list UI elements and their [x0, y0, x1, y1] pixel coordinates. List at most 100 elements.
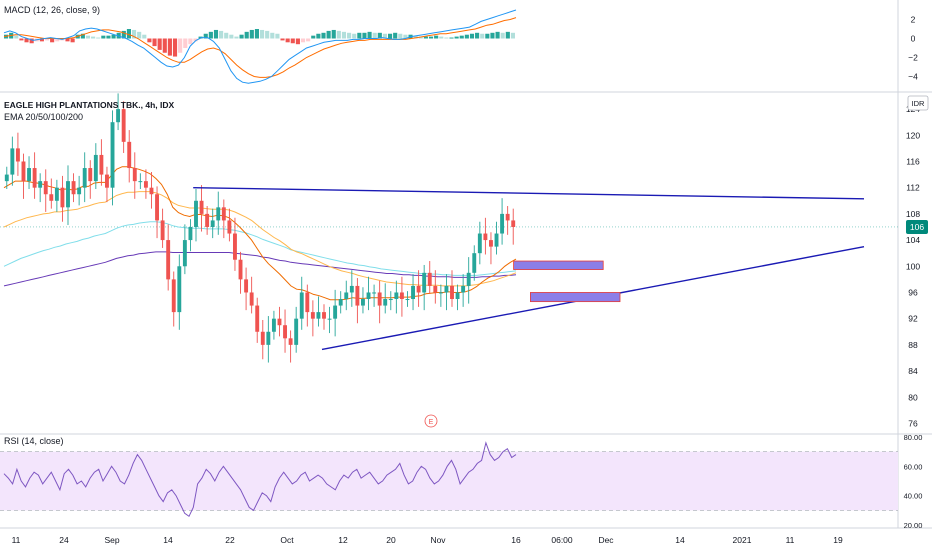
candle-body: [366, 292, 371, 300]
candle-body: [349, 285, 354, 293]
candle-body: [43, 181, 48, 195]
candle-body: [310, 312, 315, 319]
price-y-tick: 108: [906, 209, 920, 219]
macd-histogram-bar: [157, 38, 162, 50]
trendline-resistance: [193, 186, 865, 200]
last-price-badge: [906, 219, 928, 234]
macd-histogram-bar: [382, 33, 387, 39]
candle-body: [455, 292, 460, 300]
candle-body: [121, 109, 126, 142]
candle-body: [327, 318, 332, 320]
price-y-tick: 76: [908, 418, 918, 428]
macd-histogram-bar: [326, 30, 331, 39]
candle-body: [377, 292, 382, 306]
macd-histogram-bar: [290, 38, 295, 44]
candle-body: [132, 168, 137, 182]
macd-histogram-bar: [121, 30, 126, 39]
macd-histogram-bar: [249, 29, 254, 39]
candle-body: [322, 312, 326, 319]
candle-body: [66, 181, 70, 208]
ema-legend: EMA 20/50/100/200: [4, 112, 83, 122]
macd-histogram-bar: [403, 34, 408, 39]
price-y-tick: 116: [906, 156, 920, 166]
candle-body: [155, 194, 159, 221]
ema20-line: [3, 166, 517, 301]
macd-histogram-bar: [111, 34, 116, 39]
macd-histogram-bar: [70, 38, 75, 43]
zone-lower: [530, 292, 621, 303]
macd-line: [3, 9, 517, 84]
macd-histogram-bar: [388, 33, 393, 39]
candle-body: [255, 305, 260, 332]
macd-histogram-bar: [341, 31, 347, 39]
macd-histogram-bar: [367, 31, 372, 39]
macd-histogram-bar: [372, 32, 377, 39]
price-pane: 124120116112108104100969288848076E106: [0, 0, 932, 528]
macd-histogram-bar: [183, 38, 188, 48]
macd-histogram-bar: [347, 32, 352, 39]
macd-histogram-bar: [418, 36, 423, 39]
candle-body: [433, 285, 438, 293]
time-tick: 11: [12, 535, 21, 545]
candle-body: [411, 285, 415, 300]
macd-histogram-bar: [469, 33, 475, 39]
candle-body: [427, 272, 432, 286]
time-tick: Sep: [104, 535, 119, 545]
candle-body: [355, 285, 360, 306]
price-y-tick: 112: [906, 183, 920, 193]
candle-body: [505, 213, 510, 221]
macd-histogram-bar: [336, 30, 341, 39]
candle-body: [450, 285, 454, 300]
macd-histogram-bar: [147, 38, 152, 43]
macd-signal-line: [3, 17, 517, 78]
candle-body: [489, 240, 493, 247]
macd-histogram-bar: [126, 29, 131, 39]
candle-body: [127, 141, 132, 169]
candle-body: [15, 148, 20, 162]
candle-body: [238, 259, 243, 280]
candle-body: [422, 272, 427, 293]
price-y-tick: 96: [908, 287, 918, 297]
macd-histogram-bar: [306, 38, 311, 42]
macd-histogram-bar: [188, 38, 193, 45]
candle-body: [333, 305, 338, 319]
currency-badge[interactable]: [907, 95, 929, 111]
rsi-line: [3, 441, 517, 518]
macd-histogram-bar: [377, 32, 382, 39]
candle-body: [399, 292, 404, 300]
macd-histogram-bar: [485, 33, 490, 39]
macd-histogram-bar: [428, 36, 434, 39]
earnings-marker-label: E: [429, 419, 434, 426]
macd-histogram-bar: [142, 34, 147, 39]
macd-histogram-bar: [275, 33, 280, 39]
rsi-y-tick: 20.00: [904, 521, 923, 530]
candle-body: [71, 181, 76, 195]
candle-body: [299, 292, 304, 319]
candle-body: [249, 292, 254, 306]
rsi-y-tick: 60.00: [904, 462, 923, 471]
macd-histogram-bar: [65, 38, 70, 42]
currency-label: IDR: [912, 99, 926, 108]
macd-histogram-bar: [434, 35, 439, 39]
macd-histogram-bar: [229, 34, 234, 39]
candle-body: [82, 168, 87, 188]
rsi-y-tick: 40.00: [904, 492, 923, 501]
time-tick: 24: [59, 535, 69, 545]
candle-body: [511, 220, 516, 227]
time-tick: Dec: [598, 535, 614, 545]
candle-body: [438, 292, 443, 294]
candle-body: [182, 240, 187, 267]
rsi-title: RSI (14, close): [4, 436, 64, 446]
candle-body: [405, 299, 410, 301]
candle-body: [149, 187, 154, 195]
macd-histogram-bar: [24, 38, 29, 43]
candle-body: [88, 168, 93, 182]
candle-body: [199, 200, 204, 214]
candle-body: [194, 200, 198, 227]
candle-body: [171, 279, 176, 313]
macd-histogram-bar: [495, 31, 500, 39]
macd-histogram-bar: [331, 29, 336, 39]
macd-histogram-bar: [398, 33, 403, 39]
candle-body: [288, 338, 293, 345]
